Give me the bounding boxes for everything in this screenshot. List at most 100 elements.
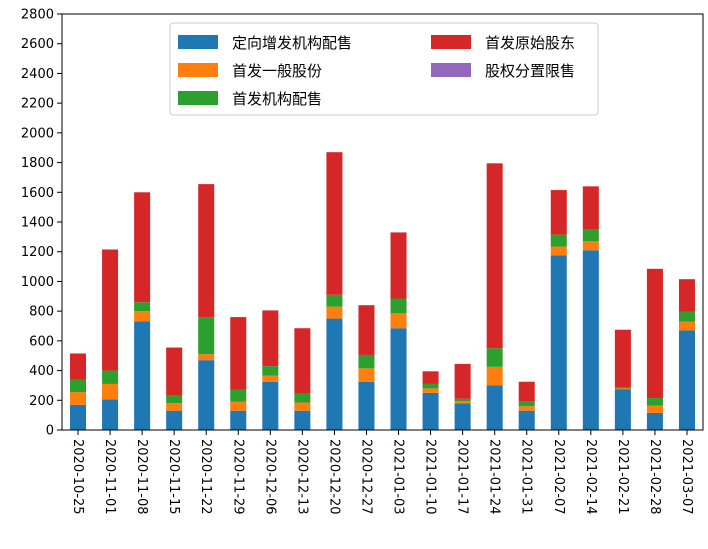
- bar-segment-1: [390, 328, 407, 430]
- legend-box: [169, 22, 599, 116]
- bar-segment-4: [198, 184, 215, 318]
- legend-label: 股权分置限售: [485, 62, 575, 80]
- bar-segment-1: [454, 403, 471, 430]
- bar-segment-3: [294, 393, 311, 403]
- bar-segment-4: [70, 353, 87, 380]
- bar-segment-1: [550, 255, 567, 430]
- legend-swatch: [178, 91, 218, 105]
- bar-segment-3: [550, 234, 567, 247]
- y-axis: 0 200 400 600 800 1000 1200 1400 1600 1800 2000 220…: [21, 8, 62, 439]
- bars-layer: [70, 152, 695, 430]
- bar-segment-2: [678, 321, 695, 331]
- legend-label: 首发机构配售: [232, 90, 322, 108]
- bar-segment-1: [70, 404, 87, 430]
- bar-segment-1: [102, 399, 119, 430]
- x-axis: 2020-10-25 2020-11-01 2020-11-08 2020-11-15…: [70, 430, 694, 515]
- bar-segment-1: [678, 330, 695, 430]
- bar-segment-4: [102, 249, 119, 371]
- bar-segment-3: [358, 354, 375, 369]
- x-tick-label: 2021-02-07: [551, 439, 566, 515]
- bar-segment-1: [294, 410, 311, 430]
- bar-segment-4: [582, 186, 599, 230]
- legend-swatch: [178, 63, 218, 77]
- bar-segment-3: [326, 294, 343, 307]
- bar-segment-2: [518, 406, 535, 411]
- bar-segment-3: [678, 311, 695, 322]
- bar-segment-3: [70, 379, 87, 393]
- bar-segment-3: [134, 302, 151, 312]
- bar-segment-3: [614, 387, 631, 389]
- bar-segment-4: [134, 192, 151, 303]
- x-tick-label: 2020-11-01: [102, 439, 117, 515]
- bar-segment-2: [582, 241, 599, 251]
- legend-label: 首发一般股份: [232, 62, 322, 80]
- bar-segment-3: [198, 317, 215, 355]
- bar-segment-1: [326, 318, 343, 430]
- y-tick-label: 0: [46, 424, 54, 439]
- y-tick-label: 1000: [21, 275, 54, 290]
- bar-segment-2: [646, 405, 663, 413]
- bar-segment-2: [166, 403, 183, 411]
- bar-segment-2: [70, 392, 87, 405]
- bar-segment-2: [294, 402, 311, 411]
- bar-segment-4: [262, 310, 279, 367]
- bar-segment-1: [262, 381, 279, 430]
- bar-segment-2: [262, 375, 279, 382]
- legend-swatch: [178, 35, 218, 49]
- bar-segment-3: [166, 395, 183, 404]
- x-tick-label: 2021-02-21: [615, 439, 630, 515]
- bar-segment-1: [198, 360, 215, 430]
- x-tick-label: 2021-01-24: [487, 439, 502, 515]
- y-tick-label: 200: [29, 394, 54, 409]
- bar-segment-3: [582, 229, 599, 242]
- bar-segment-1: [518, 410, 535, 430]
- bar-segment-4: [646, 268, 663, 399]
- y-tick-label: 1400: [21, 216, 54, 231]
- bar-segment-2: [134, 311, 151, 322]
- x-tick-label: 2021-02-14: [583, 439, 598, 515]
- bar-segment-4: [614, 329, 631, 388]
- bar-segment-4: [486, 163, 503, 349]
- bar-segment-1: [582, 250, 599, 430]
- bar-segment-2: [230, 401, 247, 411]
- legend-swatch: [431, 63, 471, 77]
- legend-swatch: [431, 35, 471, 49]
- bar-segment-3: [646, 398, 663, 406]
- bar-segment-2: [326, 306, 343, 319]
- y-tick-label: 2200: [21, 97, 54, 112]
- plot-frame: [61, 13, 704, 431]
- bar-segment-2: [550, 246, 567, 256]
- bar-segment-2: [390, 313, 407, 329]
- x-tick-label: 2020-12-06: [262, 439, 277, 515]
- bar-segment-4: [518, 381, 535, 402]
- y-tick-label: 600: [29, 334, 54, 349]
- x-tick-label: 2021-01-03: [391, 439, 406, 515]
- bar-segment-3: [454, 398, 471, 402]
- legend-label: 首发原始股东: [485, 34, 575, 52]
- bar-segment-3: [422, 383, 439, 389]
- x-tick-label: 2021-01-31: [519, 439, 534, 515]
- bar-segment-4: [550, 190, 567, 235]
- bar-segment-2: [486, 366, 503, 386]
- bar-segment-1: [134, 321, 151, 430]
- bar-segment-3: [390, 298, 407, 314]
- bar-segment-1: [422, 392, 439, 430]
- bar-segment-1: [166, 410, 183, 430]
- bar-segment-4: [294, 328, 311, 394]
- bar-segment-3: [262, 366, 279, 376]
- bar-segment-4: [230, 317, 247, 390]
- bar-segment-1: [646, 412, 663, 430]
- bar-segment-4: [166, 347, 183, 396]
- x-tick-label: 2020-11-29: [230, 439, 245, 515]
- bar-segment-2: [454, 401, 471, 404]
- y-tick-label: 400: [29, 364, 54, 379]
- y-tick-label: 800: [29, 305, 54, 320]
- bar-segment-1: [358, 381, 375, 430]
- y-tick-label: 1200: [21, 245, 54, 260]
- y-tick-label: 2800: [21, 8, 54, 23]
- bar-segment-4: [390, 232, 407, 299]
- y-tick-label: 2400: [21, 67, 54, 82]
- x-tick-label: 2020-12-20: [326, 439, 341, 515]
